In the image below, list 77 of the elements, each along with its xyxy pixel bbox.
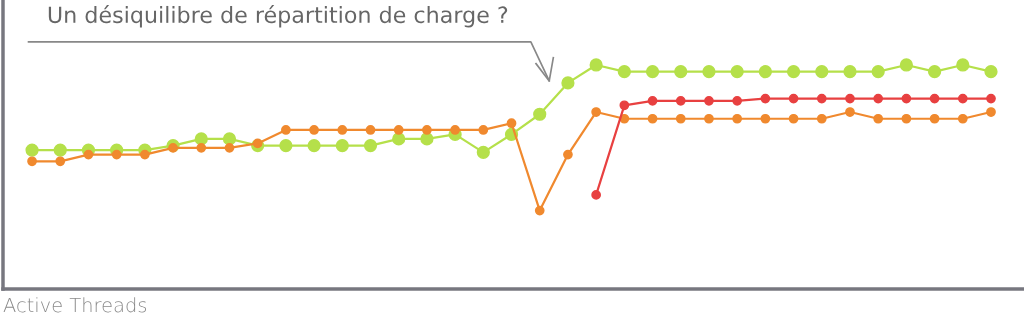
point bbox=[335, 139, 349, 153]
point bbox=[619, 100, 630, 111]
point bbox=[25, 143, 39, 157]
point bbox=[307, 139, 321, 153]
point bbox=[222, 132, 237, 146]
point bbox=[561, 76, 575, 90]
point bbox=[675, 95, 686, 106]
point bbox=[929, 93, 940, 104]
point bbox=[702, 65, 716, 79]
point bbox=[450, 125, 460, 135]
point bbox=[27, 156, 37, 167]
point bbox=[194, 132, 208, 146]
point bbox=[760, 113, 771, 124]
point bbox=[845, 93, 855, 104]
point bbox=[674, 65, 688, 79]
point bbox=[617, 65, 631, 79]
point bbox=[901, 113, 912, 124]
point bbox=[730, 65, 744, 79]
point bbox=[392, 132, 406, 146]
point bbox=[252, 138, 263, 149]
x-axis-title: Active Threads bbox=[3, 297, 147, 313]
point bbox=[873, 93, 884, 104]
point bbox=[760, 93, 771, 104]
point bbox=[422, 125, 432, 135]
point bbox=[478, 125, 489, 135]
point bbox=[788, 93, 799, 104]
point bbox=[816, 113, 827, 124]
point bbox=[591, 107, 602, 117]
point bbox=[647, 95, 658, 106]
point bbox=[704, 95, 714, 106]
point bbox=[363, 139, 378, 153]
point bbox=[83, 149, 94, 160]
point bbox=[815, 65, 829, 79]
point bbox=[55, 156, 66, 167]
point bbox=[816, 93, 827, 104]
point bbox=[986, 93, 996, 104]
point bbox=[506, 118, 517, 129]
point bbox=[786, 65, 801, 79]
point bbox=[589, 58, 603, 72]
point bbox=[732, 113, 743, 124]
point bbox=[365, 125, 376, 135]
point bbox=[956, 58, 970, 72]
point bbox=[534, 205, 545, 216]
point bbox=[871, 65, 885, 79]
point bbox=[873, 113, 884, 124]
point bbox=[957, 93, 968, 104]
point bbox=[196, 142, 207, 153]
point bbox=[140, 149, 150, 160]
point bbox=[788, 113, 799, 124]
point bbox=[732, 95, 743, 106]
point bbox=[281, 125, 291, 135]
point bbox=[53, 143, 67, 157]
point bbox=[476, 145, 490, 159]
point bbox=[929, 113, 940, 124]
point bbox=[645, 65, 660, 79]
point bbox=[111, 149, 122, 160]
point bbox=[901, 93, 912, 104]
point bbox=[899, 58, 913, 72]
text: Un désiquilibre de répartition de charge ? bbox=[48, 5, 508, 28]
point bbox=[563, 149, 573, 160]
point bbox=[647, 113, 658, 124]
point bbox=[533, 107, 547, 121]
point bbox=[843, 65, 857, 79]
point bbox=[337, 125, 348, 135]
point bbox=[758, 65, 772, 79]
point bbox=[393, 125, 404, 135]
point bbox=[591, 190, 602, 200]
point bbox=[704, 113, 714, 124]
point bbox=[957, 113, 968, 124]
point bbox=[279, 139, 293, 153]
point bbox=[927, 65, 942, 79]
point bbox=[309, 125, 319, 135]
point bbox=[675, 113, 686, 124]
point bbox=[984, 65, 998, 79]
point bbox=[845, 107, 855, 117]
point bbox=[986, 107, 996, 117]
point bbox=[224, 142, 235, 153]
